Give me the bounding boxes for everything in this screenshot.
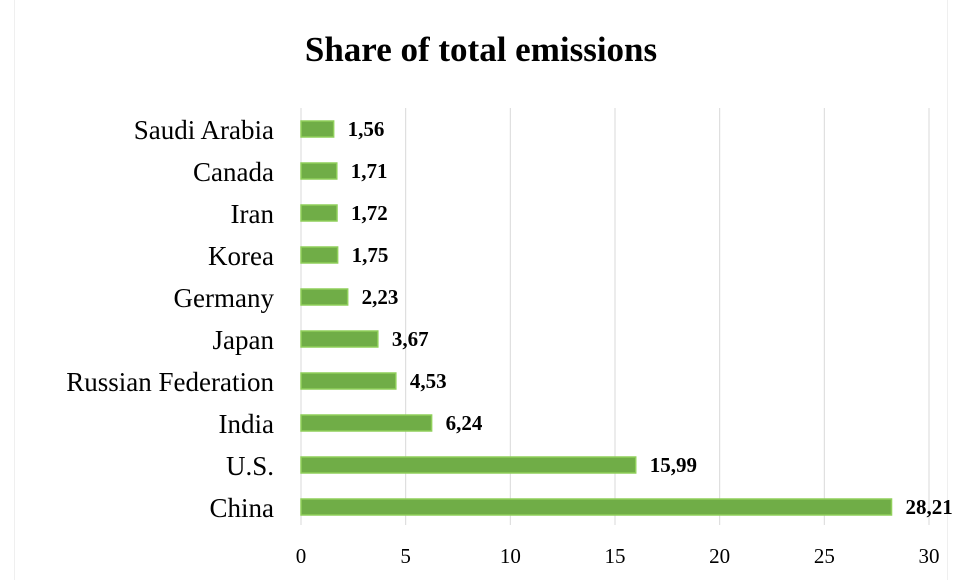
bar bbox=[300, 120, 335, 138]
frame-left-border bbox=[14, 0, 15, 580]
data-label: 1,56 bbox=[348, 117, 385, 141]
bar bbox=[300, 498, 893, 516]
x-tick-label: 20 bbox=[709, 544, 730, 568]
data-label: 15,99 bbox=[650, 453, 697, 477]
data-label: 6,24 bbox=[446, 411, 483, 435]
bar bbox=[300, 204, 338, 222]
x-tick-label: 5 bbox=[400, 544, 411, 568]
bar bbox=[300, 330, 379, 348]
chart-title: Share of total emissions bbox=[304, 30, 658, 69]
x-tick-label: 0 bbox=[296, 544, 307, 568]
data-label: 28,21 bbox=[906, 495, 953, 519]
bar bbox=[300, 162, 338, 180]
bar bbox=[300, 288, 349, 306]
bar bbox=[300, 456, 637, 474]
frame-right-border bbox=[947, 0, 948, 580]
x-tick-label: 25 bbox=[814, 544, 835, 568]
category-label: Korea bbox=[208, 241, 274, 271]
x-tick-label: 15 bbox=[605, 544, 626, 568]
data-label: 1,72 bbox=[351, 201, 388, 225]
data-label: 1,71 bbox=[351, 159, 388, 183]
category-label: Russian Federation bbox=[66, 367, 274, 397]
bar bbox=[300, 414, 433, 432]
data-label: 2,23 bbox=[362, 285, 399, 309]
category-label: Germany bbox=[174, 283, 275, 313]
category-label: Iran bbox=[231, 199, 275, 229]
category-label: Japan bbox=[213, 325, 275, 355]
bar bbox=[300, 372, 397, 390]
category-label: Saudi Arabia bbox=[134, 115, 274, 145]
category-label: Canada bbox=[193, 157, 274, 187]
x-tick-label: 30 bbox=[919, 544, 940, 568]
x-tick-label: 10 bbox=[500, 544, 521, 568]
category-label: U.S. bbox=[226, 451, 274, 481]
category-label: India bbox=[219, 409, 274, 439]
data-label: 4,53 bbox=[410, 369, 447, 393]
bar bbox=[300, 246, 339, 264]
category-label: China bbox=[210, 493, 275, 523]
data-label: 1,75 bbox=[352, 243, 389, 267]
data-label: 3,67 bbox=[392, 327, 429, 351]
